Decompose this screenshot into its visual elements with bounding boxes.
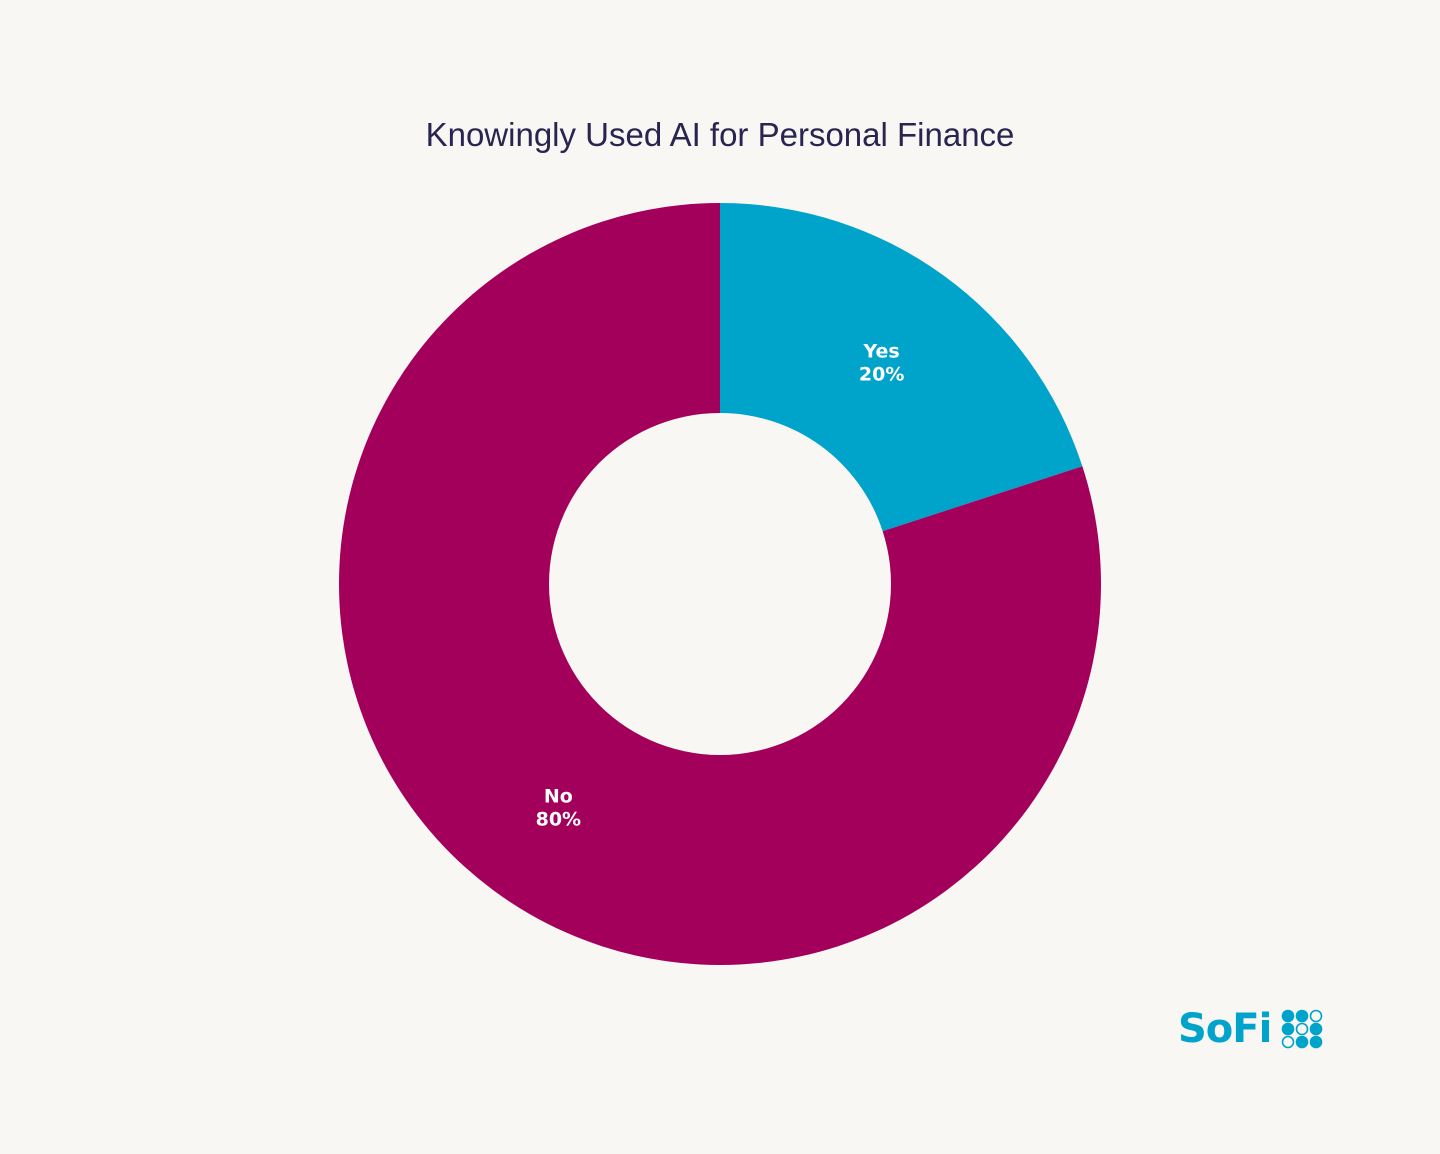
- logo-text: SoFi: [1178, 1006, 1272, 1052]
- sofi-logo: SoFi: [1178, 1006, 1325, 1052]
- logo-dot: [1282, 1009, 1295, 1023]
- logo-dot: [1296, 1035, 1309, 1049]
- logo-dot: [1296, 1022, 1309, 1036]
- data-label-value: 20%: [859, 364, 904, 386]
- logo-dot: [1310, 1022, 1323, 1036]
- logo-dot: [1310, 1009, 1323, 1023]
- data-label-value: 80%: [536, 808, 581, 830]
- logo-dot: [1282, 1035, 1295, 1049]
- logo-dot: [1310, 1035, 1323, 1049]
- chart-title: Knowingly Used AI for Personal Finance: [425, 116, 1015, 153]
- slice-yes: [720, 203, 1083, 532]
- logo-dot: [1296, 1009, 1309, 1023]
- data-label-category: Yes: [863, 341, 900, 363]
- logo-dot: [1282, 1022, 1295, 1036]
- slice-no: [339, 203, 1102, 965]
- sofi-dots-icon: [1282, 1009, 1323, 1049]
- data-label-category: No: [544, 785, 573, 807]
